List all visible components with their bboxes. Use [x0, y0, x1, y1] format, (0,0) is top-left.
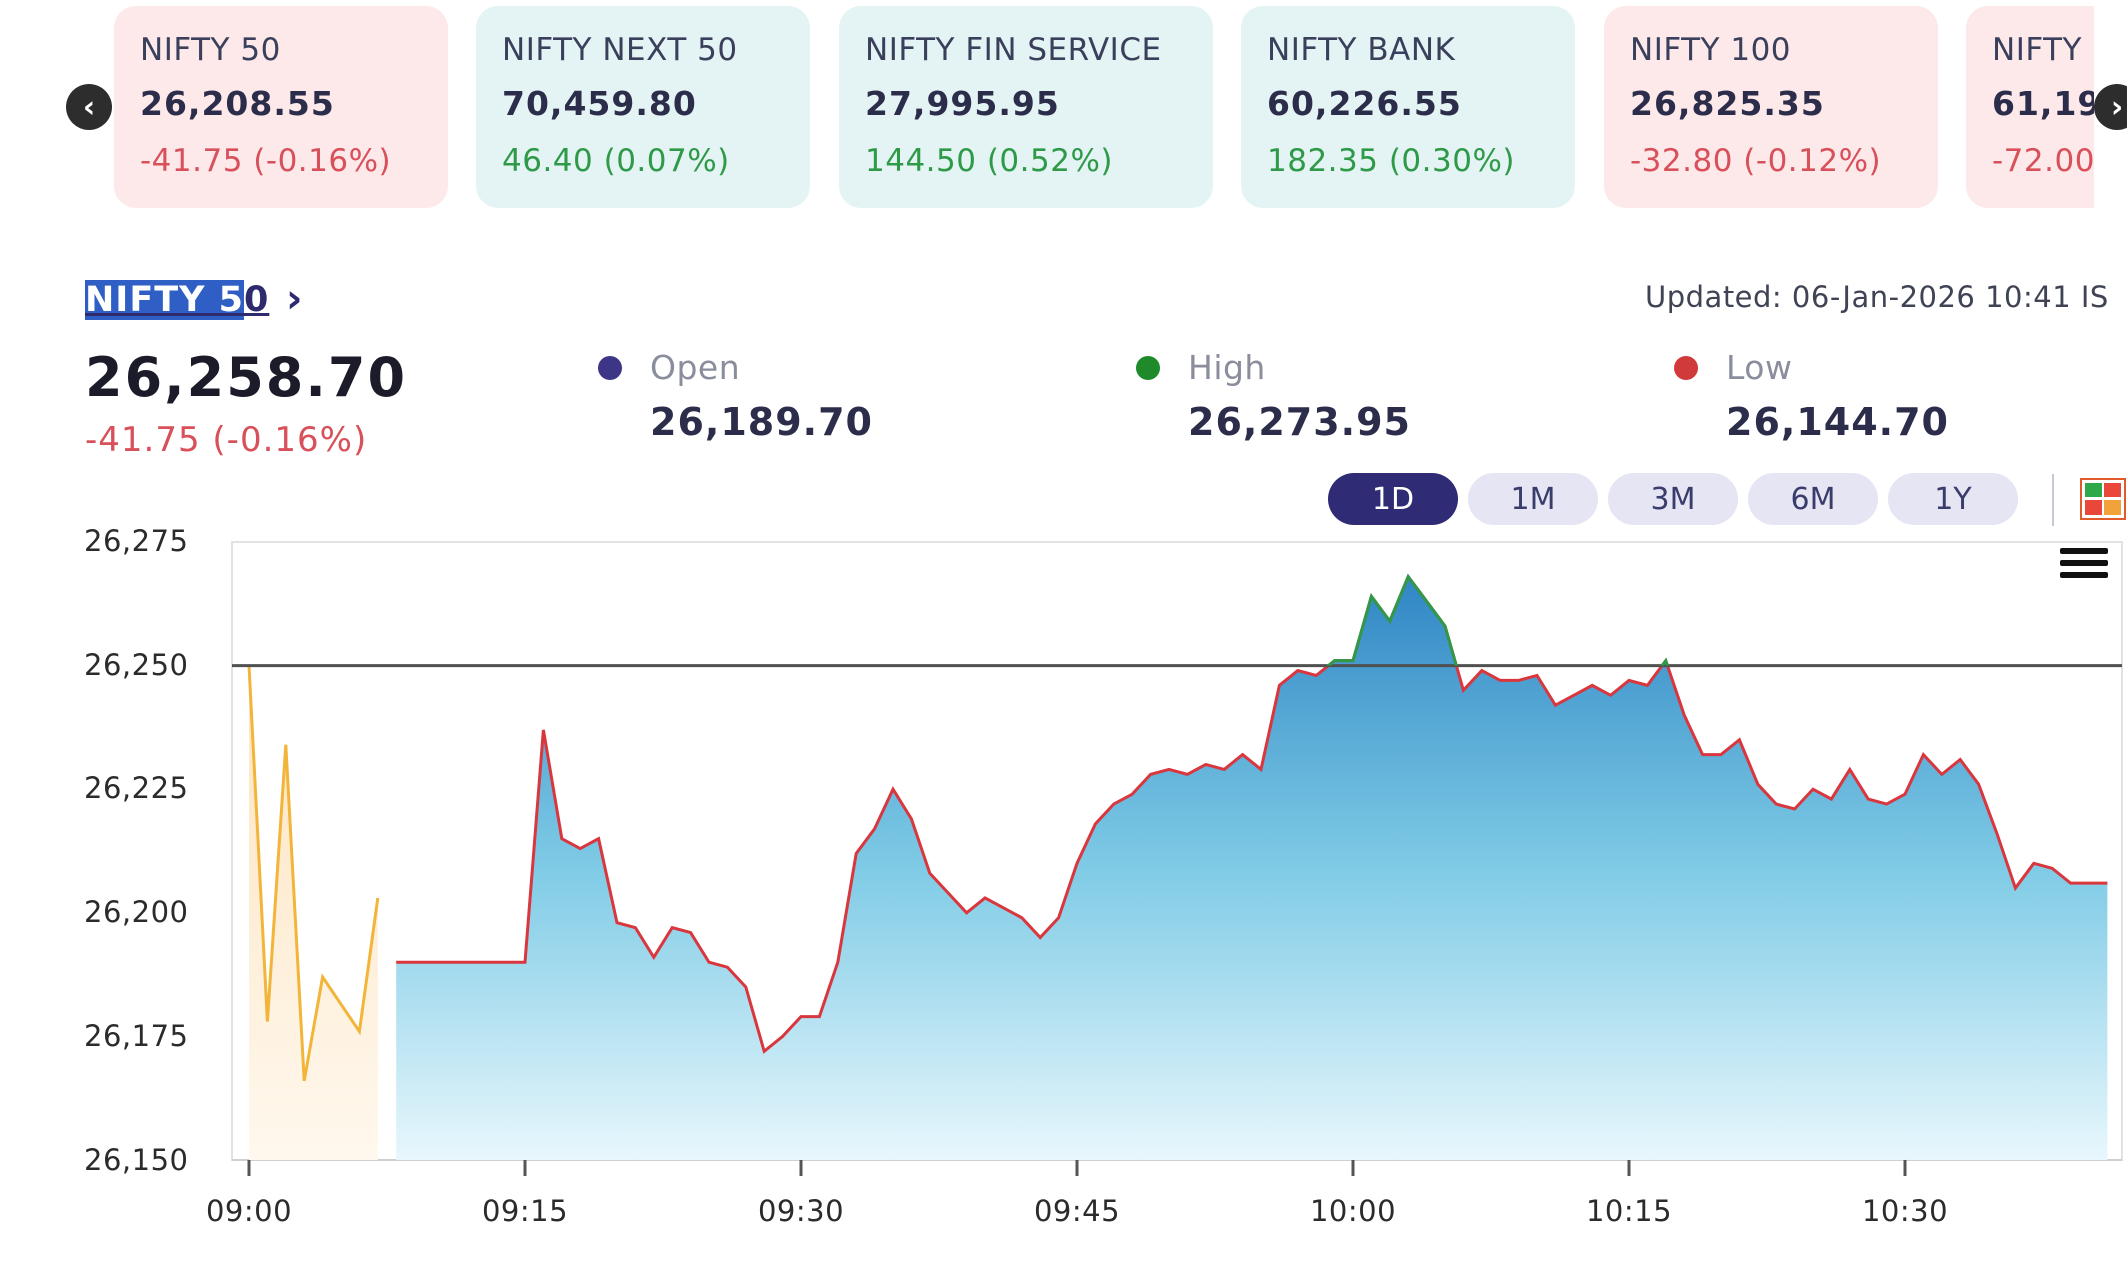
x-tick-label: 09:45: [1033, 1194, 1121, 1228]
chevron-left-icon[interactable]: ‹: [66, 84, 112, 130]
low-label: Low: [1726, 348, 1793, 387]
ticker-name: NIFTY FIN SERVICE: [865, 32, 1162, 68]
index-title-selected: NIFTY 5: [85, 280, 244, 320]
chevron-right-icon[interactable]: ›: [2094, 84, 2127, 130]
price-area: [396, 576, 2108, 1160]
low-value: 26,144.70: [1726, 400, 1949, 444]
ticker-name: NIFTY 50: [140, 32, 281, 68]
price-line: [396, 573, 2108, 1054]
ticker-change: -41.75 (-0.16%): [140, 143, 392, 179]
range-button-1m[interactable]: 1M: [1468, 473, 1598, 525]
range-button-6m[interactable]: 6M: [1748, 473, 1878, 525]
x-tick-label: 10:30: [1861, 1194, 1949, 1228]
y-tick-label: 26,275: [84, 524, 189, 558]
x-tick-label: 09:15: [481, 1194, 569, 1228]
ticker-name: NIFTY: [1992, 32, 2082, 68]
open-value: 26,189.70: [650, 400, 873, 444]
ticker-name: NIFTY BANK: [1267, 32, 1456, 68]
y-tick-label: 26,250: [84, 648, 189, 682]
pre-open-area: [249, 665, 378, 1160]
ticker-name: NIFTY NEXT 50: [502, 32, 738, 68]
y-tick-label: 26,150: [84, 1143, 189, 1177]
high-label: High: [1188, 348, 1266, 387]
ticker-change: 182.35 (0.30%): [1267, 143, 1515, 179]
ticker-card-nifty-fin-service[interactable]: NIFTY FIN SERVICE 27,995.95 144.50 (0.52…: [839, 6, 1213, 208]
high-value: 26,273.95: [1188, 400, 1411, 444]
high-dot-icon: [1136, 356, 1160, 380]
toolbar-divider: [2052, 474, 2054, 526]
ticker-value: 26,208.55: [140, 84, 335, 123]
chart-menu-icon[interactable]: [2060, 548, 2108, 584]
x-tick-label: 09:30: [757, 1194, 845, 1228]
ticker-change: -32.80 (-0.12%): [1630, 143, 1882, 179]
ticker-change: 46.40 (0.07%): [502, 143, 730, 179]
index-title-rest: 0: [243, 280, 270, 320]
y-tick-label: 26,175: [84, 1019, 189, 1053]
index-price: 26,258.70: [85, 346, 408, 409]
ticker-card-nifty-bank[interactable]: NIFTY BANK 60,226.55 182.35 (0.30%): [1241, 6, 1575, 208]
x-tick-label: 09:00: [205, 1194, 293, 1228]
range-button-1d[interactable]: 1D: [1328, 473, 1458, 525]
ticker-value: 60,226.55: [1267, 84, 1462, 123]
low-dot-icon: [1674, 356, 1698, 380]
chevron-right-icon[interactable]: ›: [286, 276, 303, 322]
range-button-3m[interactable]: 3M: [1608, 473, 1738, 525]
chart-type-icon[interactable]: [2080, 478, 2126, 520]
ticker-value: 26,825.35: [1630, 84, 1825, 123]
x-tick-label: 10:00: [1309, 1194, 1397, 1228]
open-label: Open: [650, 348, 741, 387]
ticker-value: 27,995.95: [865, 84, 1060, 123]
ticker-value: 61,193: [1992, 84, 2094, 123]
x-tick-label: 10:15: [1585, 1194, 1673, 1228]
index-title-link[interactable]: NIFTY 50: [85, 280, 269, 320]
pre-open-line: [247, 665, 380, 1082]
open-dot-icon: [598, 356, 622, 380]
ticker-card-nifty-partial[interactable]: NIFTY 61,193 -72.00: [1966, 6, 2094, 208]
ticker-card-nifty-100[interactable]: NIFTY 100 26,825.35 -32.80 (-0.12%): [1604, 6, 1938, 208]
y-tick-label: 26,200: [84, 895, 189, 929]
index-change: -41.75 (-0.16%): [85, 420, 368, 460]
updated-timestamp: Updated: 06-Jan-2026 10:41 IS: [1645, 280, 2109, 314]
range-button-1y[interactable]: 1Y: [1888, 473, 2018, 525]
ticker-value: 70,459.80: [502, 84, 697, 123]
y-tick-label: 26,225: [84, 771, 189, 805]
ticker-card-nifty-next-50[interactable]: NIFTY NEXT 50 70,459.80 46.40 (0.07%): [476, 6, 810, 208]
ticker-name: NIFTY 100: [1630, 32, 1792, 68]
ticker-card-nifty-50[interactable]: NIFTY 50 26,208.55 -41.75 (-0.16%): [114, 6, 448, 208]
ticker-change: -72.00: [1992, 143, 2094, 179]
ticker-change: 144.50 (0.52%): [865, 143, 1113, 179]
